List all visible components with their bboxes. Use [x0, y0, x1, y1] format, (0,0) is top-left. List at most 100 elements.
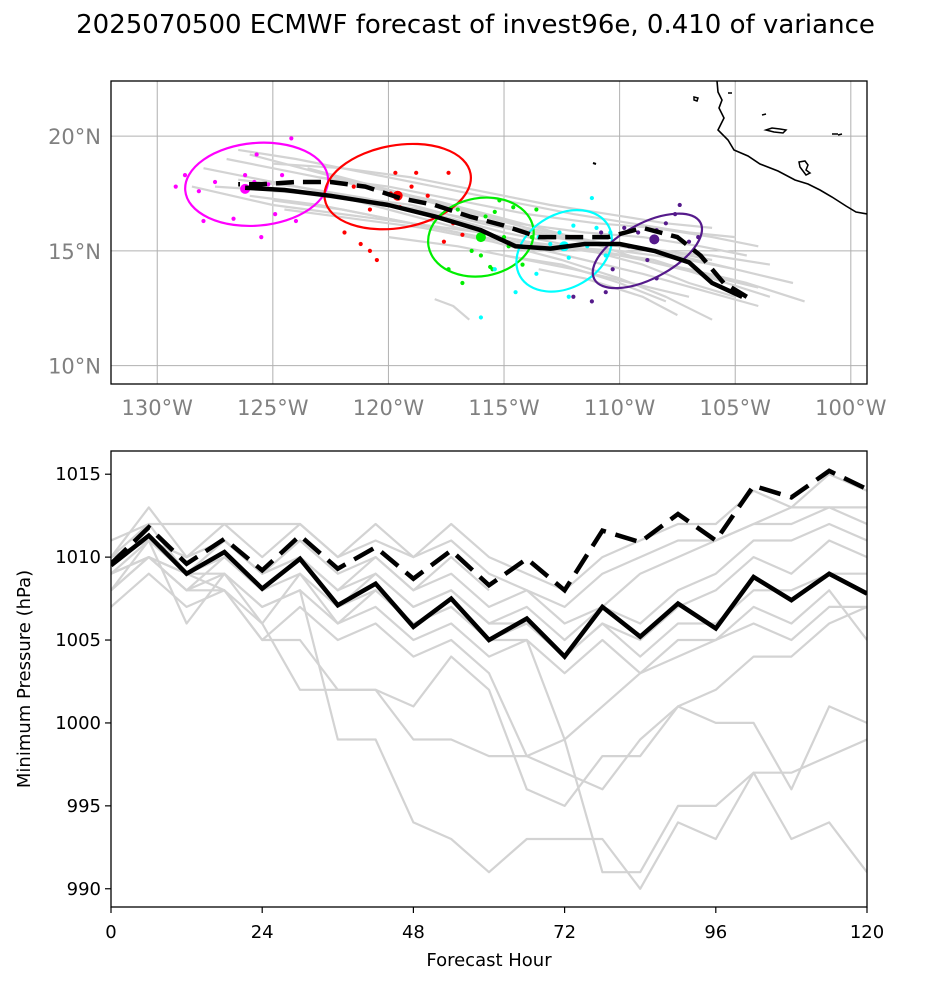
ensemble-position-point: [599, 230, 604, 235]
coast-island: [693, 96, 699, 102]
coastline: [592, 81, 867, 215]
map-x-tick-label: 115°W: [468, 396, 540, 420]
mean-position-point: [475, 232, 486, 243]
ensemble-position-point: [478, 253, 484, 258]
y-tick-label: 1005: [55, 630, 101, 651]
y-tick-label: 995: [67, 796, 101, 817]
ensemble-position-point: [425, 193, 430, 198]
map-tick-labels: 130°W 125°W 120°W 115°W 110°W 105°W 100°W 10°N 1…: [48, 125, 887, 420]
mean-pressure-line: [111, 532, 867, 661]
ensemble-position-point: [173, 184, 178, 189]
ensemble-pressure-line: [111, 555, 867, 874]
uncertainty-ellipse: [591, 212, 704, 290]
uncertainty-ellipse: [323, 142, 472, 231]
ensemble-position-point: [259, 234, 264, 240]
ensemble-position-point: [534, 271, 539, 276]
map-frame: [110, 80, 868, 385]
ensemble-position-point: [367, 207, 373, 212]
ensemble-position-point: [608, 230, 613, 235]
ensemble-position-point: [273, 212, 278, 217]
ensemble-position-point: [529, 234, 534, 240]
ensemble-position-point: [441, 239, 447, 244]
ensemble-position-point: [645, 257, 650, 263]
mean-pressure-lines: [111, 468, 867, 661]
ensemble-position-point: [242, 173, 248, 178]
mean-position-point: [649, 234, 660, 245]
track-map-panel: 130°W 125°W 120°W 115°W 110°W 105°W 100°W 10°N 1…: [48, 80, 887, 420]
ensemble-track-line: [388, 236, 690, 298]
ensemble-position-point: [673, 212, 678, 217]
ensemble-position-point: [497, 198, 502, 203]
mean-tracks: [238, 179, 748, 299]
pressure-panel: 0 24 48 72 96 120 990 995 1000 1005 1010 1015 Forec…: [14, 450, 884, 971]
ensemble-position-point: [492, 209, 497, 214]
ensemble-position-point: [483, 214, 488, 219]
ensemble-position-point: [201, 218, 206, 224]
ensemble-position-point: [374, 257, 379, 263]
mexico-coastline: [716, 81, 867, 215]
map-x-tick-label: 120°W: [353, 396, 425, 420]
ensemble-position-point: [622, 225, 627, 231]
ensemble-position-point: [511, 205, 516, 210]
ensemble-position-point: [460, 280, 465, 286]
ensemble-position-point: [446, 170, 451, 175]
ensemble-position-point: [696, 234, 701, 240]
ensemble-track-line: [318, 176, 759, 248]
ensemble-position-point: [478, 315, 484, 320]
coast-lake: [763, 127, 788, 134]
y-tick-label: 1015: [55, 464, 101, 485]
x-tick-label: 72: [553, 922, 576, 943]
map-x-tick-label: 105°W: [700, 396, 772, 420]
ensemble-position-point: [254, 152, 259, 157]
ensemble-position-point: [603, 290, 608, 295]
ensemble-position-point: [548, 241, 553, 247]
ensemble-track-line: [434, 298, 471, 321]
ensemble-position-point: [610, 267, 615, 272]
map-y-tick-label: 15°N: [48, 240, 101, 264]
ensemble-position-point: [266, 182, 271, 187]
ensemble-position-point: [414, 170, 419, 175]
ensemble-position-point: [557, 230, 562, 235]
map-y-tick-label: 20°N: [48, 125, 101, 149]
ensemble-track-line: [307, 167, 748, 257]
y-tick-label: 990: [67, 879, 101, 900]
ensemble-pressure-line: [111, 555, 867, 808]
ensemble-pressure-line: [111, 555, 867, 890]
map-y-tick-label: 10°N: [48, 355, 101, 379]
figure-title: 2025070500 ECMWF forecast of invest96e, …: [76, 10, 875, 40]
uncertainty-ellipses: [184, 141, 704, 293]
y-tick-label: 1000: [55, 713, 101, 734]
ensemble-position-point: [594, 225, 599, 231]
ensemble-track-line: [272, 162, 713, 229]
ensemble-position-point: [663, 221, 668, 226]
x-axis-label: Forecast Hour: [426, 950, 552, 971]
ensemble-position-point: [196, 189, 201, 194]
ensemble-position-point: [212, 179, 218, 185]
x-tick-label: 0: [105, 922, 116, 943]
ensemble-position-point: [566, 255, 571, 260]
coast-lake: [798, 160, 812, 176]
ensemble-position-point: [469, 248, 474, 253]
x-tick-label: 96: [704, 922, 727, 943]
y-axis-label: Minimum Pressure (hPa): [14, 570, 35, 788]
ensemble-position-point: [279, 173, 285, 178]
ensemble-position-point: [446, 267, 451, 272]
ensemble-position-point: [603, 253, 608, 258]
ensemble-position-point: [455, 207, 460, 212]
pressure-frame: [110, 450, 868, 908]
ensemble-position-point: [289, 136, 294, 141]
x-tick-label: 48: [402, 922, 425, 943]
x-tick-label: 24: [251, 922, 274, 943]
ensemble-position-point: [534, 207, 539, 212]
ensemble-position-point: [571, 294, 576, 299]
map-x-tick-label: 130°W: [122, 396, 194, 420]
map-x-tick-label: 110°W: [584, 396, 656, 420]
ensemble-position-point: [677, 202, 682, 208]
ensemble-mean-track: [244, 185, 744, 299]
ensemble-position-point: [182, 173, 188, 178]
uncertainty-ellipse: [184, 141, 330, 228]
coast-lake: [832, 133, 843, 136]
pressure-ticks: 0 24 48 72 96 120 990 995 1000 1005 1010 1015: [55, 464, 884, 943]
coast-island: [728, 92, 767, 116]
map-x-tick-label: 125°W: [237, 396, 309, 420]
